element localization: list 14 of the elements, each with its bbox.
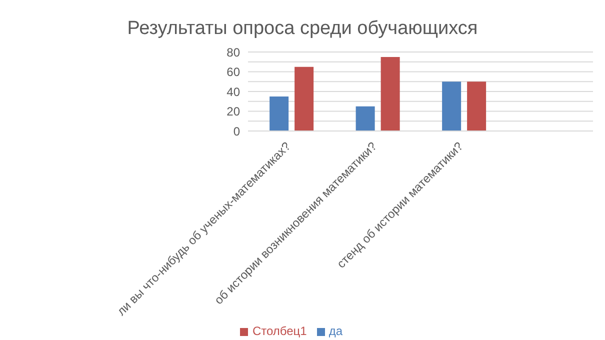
chart-title: Результаты опроса среди обучающихся (126, 18, 479, 40)
y-tick-label: 40 (226, 84, 240, 99)
bar (356, 106, 375, 131)
y-tick-label: 20 (226, 104, 240, 119)
bar (442, 82, 462, 131)
y-tick-label: 80 (226, 45, 240, 60)
legend-label: да (328, 324, 343, 338)
bar (294, 66, 314, 131)
bar (270, 96, 289, 131)
y-tick-label: 60 (226, 65, 240, 80)
y-tick-label: 0 (233, 124, 240, 138)
bar (467, 82, 486, 131)
legend-label: Столбец1 (252, 324, 307, 338)
bar (380, 56, 400, 131)
